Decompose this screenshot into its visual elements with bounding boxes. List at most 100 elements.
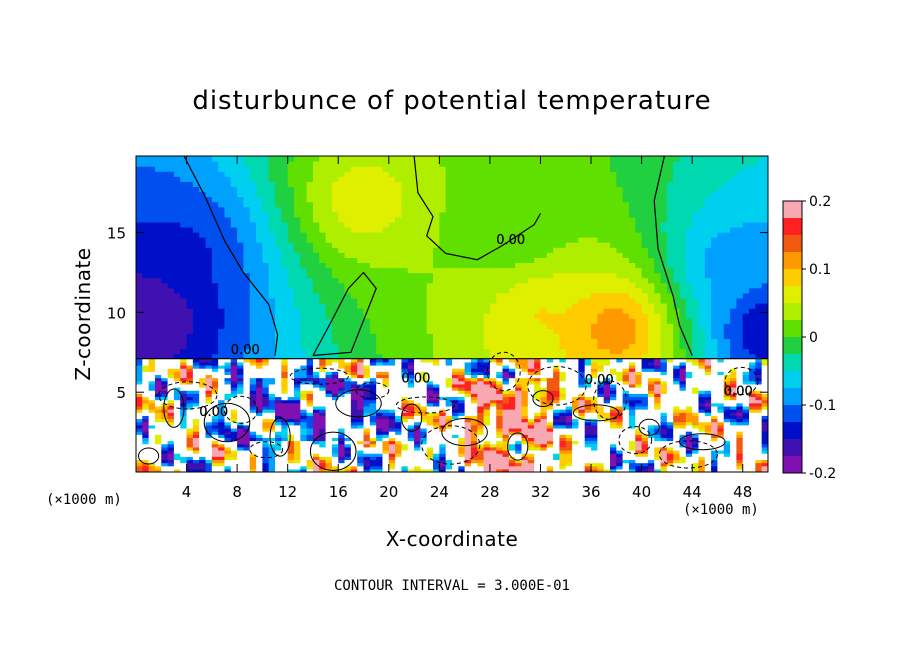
field-cell bbox=[287, 201, 295, 208]
field-cell bbox=[148, 449, 156, 454]
field-cell bbox=[489, 196, 497, 203]
field-cell bbox=[420, 343, 428, 350]
field-cell bbox=[445, 313, 453, 319]
field-cell bbox=[300, 308, 308, 314]
field-cell bbox=[218, 338, 226, 345]
field-cell bbox=[300, 453, 308, 457]
field-cell bbox=[452, 387, 459, 391]
field-cell bbox=[306, 418, 314, 423]
field-cell bbox=[414, 459, 421, 464]
field-cell bbox=[148, 361, 156, 366]
field-cell bbox=[388, 318, 396, 324]
field-cell bbox=[395, 377, 403, 382]
field-cell bbox=[489, 405, 497, 410]
field-cell bbox=[224, 415, 232, 420]
field-cell bbox=[489, 418, 497, 423]
field-cell bbox=[357, 181, 365, 188]
field-cell bbox=[142, 358, 150, 363]
field-cell bbox=[325, 308, 333, 314]
field-cell bbox=[426, 323, 434, 329]
field-cell bbox=[243, 393, 251, 398]
field-cell bbox=[470, 402, 478, 407]
field-cell bbox=[388, 287, 396, 294]
field-cell bbox=[237, 247, 245, 253]
field-cell bbox=[395, 368, 403, 372]
field-cell bbox=[300, 440, 308, 445]
field-cell bbox=[186, 402, 194, 407]
field-cell bbox=[369, 277, 377, 284]
field-cell bbox=[148, 237, 156, 243]
field-cell bbox=[338, 226, 346, 233]
field-cell bbox=[136, 393, 143, 398]
field-cell bbox=[230, 262, 238, 269]
field-cell bbox=[546, 415, 554, 420]
field-cell bbox=[502, 171, 510, 177]
field-cell bbox=[199, 405, 207, 410]
field-cell bbox=[186, 161, 194, 167]
field-cell bbox=[180, 252, 188, 258]
field-cell bbox=[281, 181, 289, 188]
field-cell bbox=[540, 156, 548, 162]
field-cell bbox=[382, 232, 390, 238]
field-cell bbox=[344, 465, 352, 470]
field-cell bbox=[382, 323, 390, 329]
field-cell bbox=[369, 191, 377, 198]
field-cell bbox=[515, 161, 523, 167]
field-cell bbox=[287, 221, 295, 228]
field-cell bbox=[382, 402, 390, 407]
field-cell bbox=[477, 399, 485, 404]
field-cell bbox=[414, 383, 421, 388]
field-cell bbox=[136, 252, 143, 258]
field-cell bbox=[262, 358, 270, 363]
field-cell bbox=[407, 368, 415, 372]
field-cell bbox=[186, 333, 194, 340]
field-cell bbox=[414, 424, 421, 429]
field-cell bbox=[350, 308, 358, 314]
field-cell bbox=[154, 318, 162, 324]
field-cell bbox=[496, 181, 504, 188]
field-cell bbox=[414, 237, 421, 243]
field-cell bbox=[470, 424, 478, 429]
field-cell bbox=[186, 368, 194, 372]
field-cell bbox=[287, 387, 295, 391]
field-cell bbox=[180, 449, 188, 454]
field-cell bbox=[508, 302, 516, 309]
field-cell bbox=[180, 216, 188, 223]
field-cell bbox=[192, 465, 200, 470]
field-cell bbox=[439, 161, 447, 167]
field-cell bbox=[477, 434, 485, 438]
field-cell bbox=[331, 446, 339, 451]
field-cell bbox=[426, 415, 434, 420]
field-cell bbox=[180, 465, 188, 470]
field-cell bbox=[211, 186, 219, 193]
field-cell bbox=[376, 364, 384, 369]
field-cell bbox=[268, 156, 276, 162]
field-cell bbox=[161, 374, 169, 379]
field-cell bbox=[338, 221, 346, 228]
field-cell bbox=[218, 443, 226, 448]
field-cell bbox=[388, 361, 396, 366]
field-cell bbox=[287, 368, 295, 372]
field-cell bbox=[249, 191, 257, 198]
field-cell bbox=[433, 201, 440, 208]
field-cell bbox=[142, 393, 150, 398]
field-cell bbox=[237, 443, 245, 448]
field-cell bbox=[376, 409, 384, 413]
field-cell bbox=[483, 308, 491, 314]
field-cell bbox=[262, 277, 270, 284]
field-cell bbox=[325, 328, 333, 334]
field-cell bbox=[426, 201, 434, 208]
field-cell bbox=[180, 364, 188, 369]
field-cell bbox=[325, 380, 333, 385]
field-cell bbox=[458, 196, 466, 203]
field-cell bbox=[256, 456, 263, 461]
field-cell bbox=[186, 201, 194, 208]
field-cell bbox=[306, 313, 314, 319]
field-cell bbox=[230, 387, 238, 391]
field-cell bbox=[540, 272, 548, 279]
field-cell bbox=[243, 380, 251, 385]
field-cell bbox=[426, 374, 434, 379]
field-cell bbox=[338, 358, 346, 363]
field-cell bbox=[192, 186, 200, 193]
field-cell bbox=[496, 380, 504, 385]
